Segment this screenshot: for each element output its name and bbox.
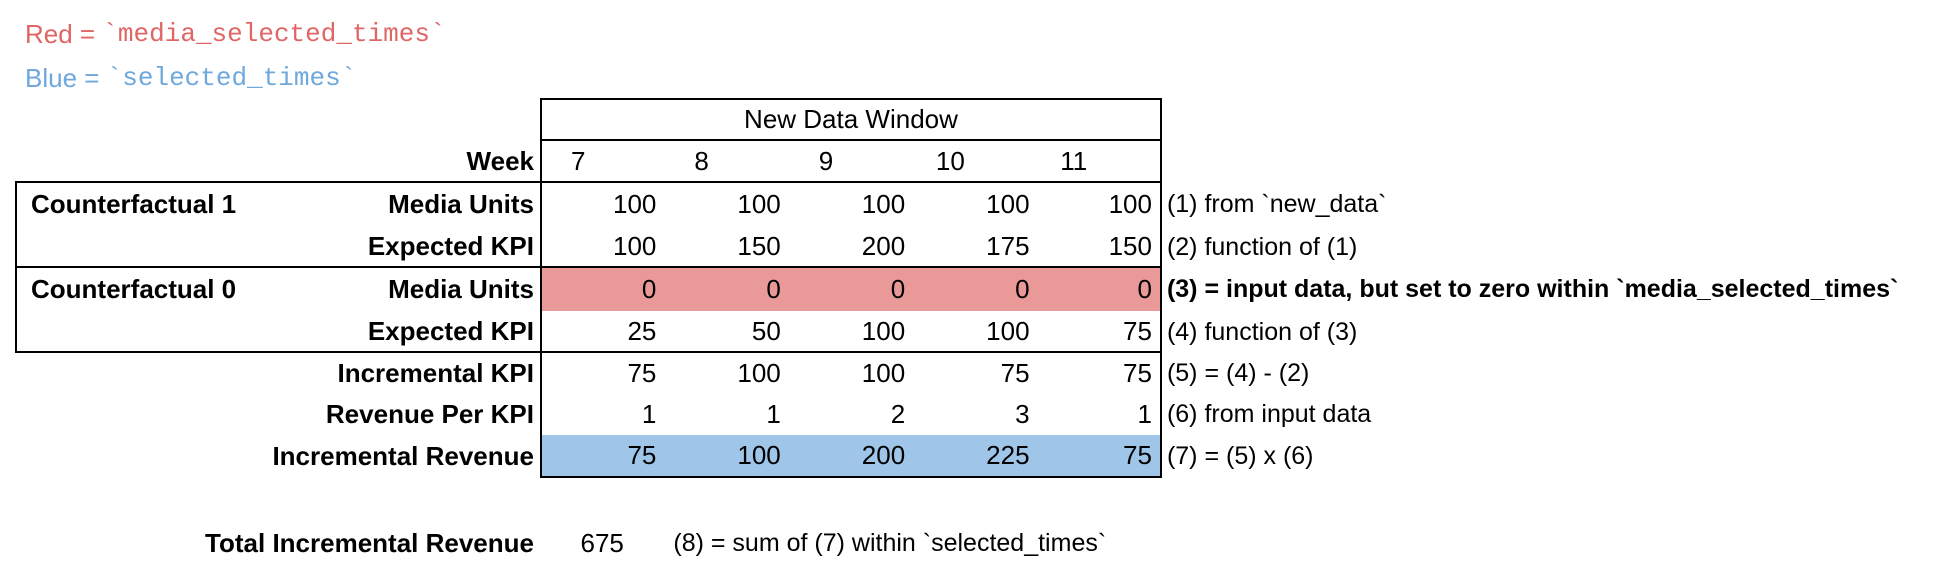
value-cell: 175 — [913, 226, 1038, 268]
value-cell: 0 — [1037, 268, 1162, 311]
value-cell: 3 — [1015, 399, 1030, 429]
value-cell: 150 — [1037, 226, 1162, 268]
total-row: Total Incremental Revenue 675 (8) = sum … — [15, 522, 1106, 564]
value-cell: 100 — [737, 358, 781, 388]
value-cell: 1 — [766, 399, 781, 429]
legend-red-prefix: Red = — [25, 18, 103, 49]
value-cell: 100 — [540, 183, 664, 226]
value-cell: 75 — [1038, 353, 1162, 394]
value-cell: 0 — [788, 268, 914, 311]
legend-blue-line: Blue = `selected_times` — [25, 56, 446, 100]
week-cell: 8 — [664, 141, 789, 183]
week-cell: 7 — [540, 141, 665, 183]
counterfactual-1-label: Counterfactual 1 — [31, 189, 237, 219]
counterfactual-table: New Data Window Week 7 8 9 10 11 Counter… — [15, 98, 1898, 478]
spacer — [1162, 98, 1898, 141]
total-value: 675 — [580, 527, 624, 558]
row-label-cell: Expected KPI — [15, 311, 540, 353]
row-label: Revenue Per KPI — [325, 399, 534, 429]
value-cell: 0 — [540, 268, 665, 311]
row-note: (4) function of (3) — [1166, 317, 1358, 346]
value-cell: 0 — [913, 268, 1038, 311]
row-label-cell: Revenue Per KPI — [15, 394, 540, 435]
row-label: Incremental KPI — [337, 358, 534, 388]
value-cell: 100 — [737, 189, 781, 219]
row-label: Media Units — [388, 189, 534, 219]
row-label-cell: Counterfactual 1 Media Units — [15, 183, 540, 226]
value-cell: 100 — [1038, 183, 1162, 226]
spacer — [1162, 141, 1898, 183]
legend: Red = `media_selected_times` Blue = `sel… — [25, 12, 446, 100]
row-label: Expected KPI — [367, 230, 534, 261]
value-cell: 100 — [861, 358, 906, 388]
value-cell: 75 — [540, 353, 664, 394]
row-label-cell: Counterfactual 0 Media Units — [15, 268, 540, 311]
legend-blue-prefix: Blue = — [25, 62, 107, 93]
row-note: (2) function of (1) — [1166, 232, 1358, 261]
value-cell: 50 — [664, 311, 789, 353]
legend-red-line: Red = `media_selected_times` — [25, 12, 446, 56]
legend-red-code: `media_selected_times` — [102, 19, 446, 49]
value-cell: 75 — [540, 435, 665, 478]
value-cell: 200 — [788, 435, 914, 478]
row-note: (1) from `new_data` — [1166, 190, 1387, 218]
week-label: Week — [15, 141, 540, 183]
spacer — [15, 98, 540, 141]
value-cell: 2 — [890, 399, 906, 429]
legend-blue-code: `selected_times` — [106, 63, 357, 93]
row-label: Incremental Revenue — [272, 441, 534, 471]
row-label-cell: Expected KPI — [15, 226, 540, 268]
value-cell: 200 — [788, 226, 914, 268]
value-cell: 1 — [540, 394, 664, 435]
week-cell: 10 — [913, 141, 1038, 183]
value-cell: 75 — [1037, 435, 1162, 478]
row-note: (7) = (5) x (6) — [1166, 442, 1314, 470]
counterfactual-0-label: Counterfactual 0 — [31, 274, 237, 304]
total-note: (8) = sum of (7) within `selected_times` — [673, 528, 1107, 557]
value-cell: 25 — [540, 311, 665, 353]
value-cell: 1 — [1038, 394, 1162, 435]
row-note: (6) from input data — [1166, 400, 1372, 428]
row-label-cell: Incremental KPI — [15, 353, 540, 394]
row-label: Media Units — [388, 274, 534, 304]
row-label-cell: Incremental Revenue — [15, 435, 540, 478]
week-cell: 11 — [1037, 141, 1162, 183]
value-cell: 100 — [913, 311, 1038, 353]
row-label: Expected KPI — [367, 315, 534, 346]
total-label: Total Incremental Revenue — [205, 527, 534, 558]
row-note: (3) = input data, but set to zero within… — [1166, 275, 1899, 303]
week-cell: 9 — [788, 141, 914, 183]
value-cell: 150 — [664, 226, 789, 268]
value-cell: 75 — [1037, 311, 1162, 353]
row-note: (5) = (4) - (2) — [1166, 359, 1310, 387]
value-cell: 100 — [540, 226, 665, 268]
value-cell: 100 — [664, 435, 789, 478]
value-cell: 100 — [788, 311, 914, 353]
value-cell: 75 — [1000, 358, 1030, 388]
value-cell: 225 — [913, 435, 1038, 478]
new-data-window-header: New Data Window — [540, 98, 1162, 141]
value-cell: 0 — [664, 268, 789, 311]
value-cell: 100 — [861, 189, 906, 219]
value-cell: 100 — [986, 189, 1030, 219]
